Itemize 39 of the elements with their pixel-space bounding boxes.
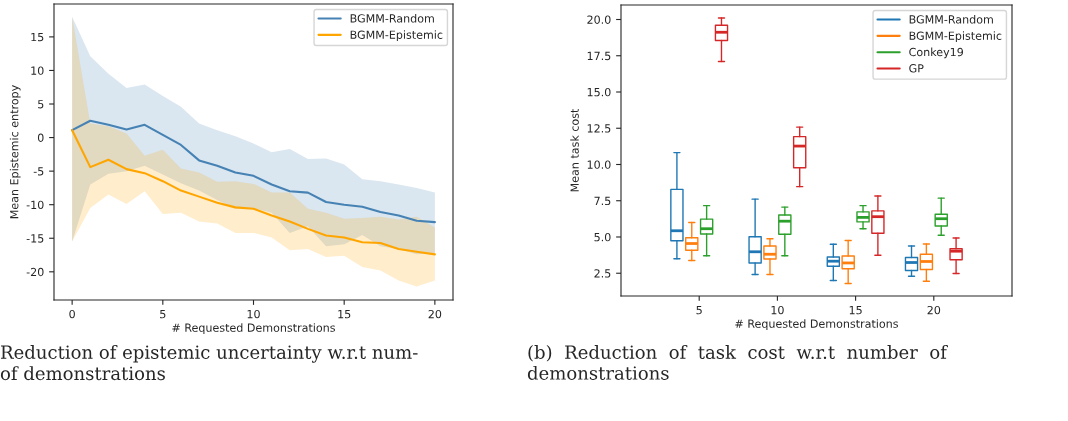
x-tick-label: 10	[771, 305, 784, 315]
x-axis-title: # Requested Demonstrations	[735, 319, 898, 331]
x-tick-label: 10	[247, 309, 260, 319]
line-series	[71, 129, 436, 256]
x-tick-label: 0	[69, 309, 75, 319]
legend-label: BGMM-Random	[350, 14, 434, 23]
y-tick-label: -10	[26, 200, 44, 210]
y-tick-label: 10	[31, 66, 44, 75]
x-tick-label: 15	[849, 306, 862, 315]
legend-label: BGMM-Epistemic	[350, 30, 443, 42]
x-tick-label: 5	[696, 306, 702, 315]
x-tick-label: 5	[160, 310, 166, 319]
y-tick-label: 7.5	[594, 196, 611, 206]
y-tick-label: 10.0	[587, 160, 611, 169]
x-axis-title: # Requested Demonstrations	[172, 323, 335, 335]
y-tick-label: 15.0	[587, 87, 611, 97]
x-tick-label: 15	[338, 310, 351, 319]
legend-label: BGMM-Epistemic	[909, 31, 1002, 43]
legend-label: GP	[909, 64, 924, 73]
legend-label: Conkey19	[909, 47, 964, 59]
y-tick-label: -15	[26, 234, 44, 243]
line-series	[71, 119, 436, 224]
y-tick-label: 17.5	[587, 51, 611, 61]
y-tick-label: 15	[31, 33, 44, 42]
y-tick-label: 20.0	[587, 15, 611, 24]
y-tick-label: 2.5	[594, 269, 611, 278]
text: (b) Reduction of task cost w.r.t number of demonstrations	[527, 345, 948, 380]
text: Reduction of epistemic uncertainty w.r.t num- of demonstrations	[0, 345, 418, 381]
x-tick-label: 20	[927, 305, 941, 315]
y-axis-title: Mean Epistemic entropy	[9, 85, 21, 219]
legend-label: BGMM-Random	[909, 15, 993, 24]
y-tick-label: 0	[37, 133, 44, 142]
y-tick-label: -5	[33, 167, 44, 176]
y-axis-title: Mean task cost	[570, 108, 579, 192]
y-tick-label: -20	[26, 267, 44, 277]
y-tick-label: 12.5	[587, 124, 611, 133]
y-tick-label: 5	[38, 100, 44, 109]
x-tick-label: 20	[428, 309, 442, 319]
y-tick-label: 5.0	[594, 232, 611, 242]
